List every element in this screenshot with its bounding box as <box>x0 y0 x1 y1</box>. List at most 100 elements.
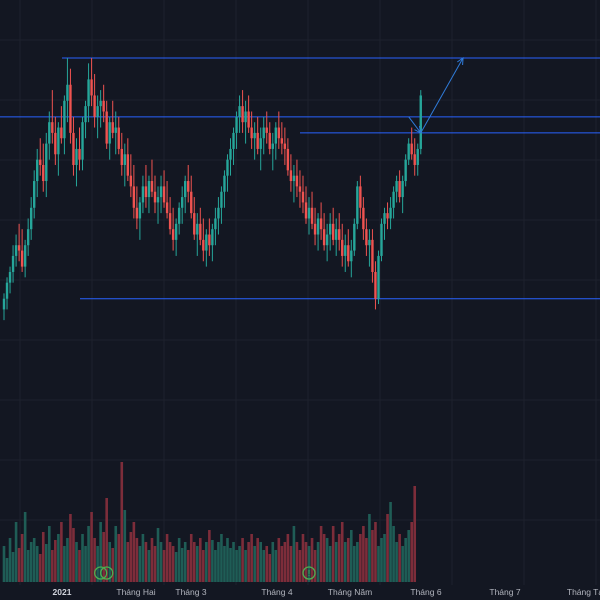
candle-body <box>274 127 277 144</box>
candle-body <box>165 202 169 214</box>
candle-body <box>72 132 75 165</box>
candles <box>2 58 422 321</box>
candle-body <box>39 159 42 165</box>
volume-bar <box>404 538 407 582</box>
volume-bar <box>32 538 36 582</box>
candle-body <box>153 191 157 203</box>
candle-body <box>126 154 130 176</box>
volume-bar <box>84 546 87 582</box>
volume-bar <box>90 512 93 582</box>
volume-bar <box>135 538 139 582</box>
volume-bar <box>180 548 184 582</box>
candle-body <box>401 181 404 198</box>
candle-body <box>292 175 296 182</box>
volume-bar <box>383 534 386 582</box>
volume-bar <box>235 550 238 582</box>
volume-bar <box>87 526 90 582</box>
volume-bar <box>211 540 214 582</box>
candle-body <box>205 234 208 251</box>
candle-body <box>295 175 299 187</box>
volume-bar <box>150 538 154 582</box>
volume-bar <box>153 546 157 582</box>
candle-body <box>353 223 356 251</box>
x-tick-label: Tháng Năm <box>328 587 372 597</box>
volume-bar <box>343 542 347 582</box>
volume-bar <box>186 550 190 582</box>
volume-bar <box>23 512 27 582</box>
candle-body <box>96 106 99 117</box>
candle-body <box>29 207 33 230</box>
volume-bar <box>310 538 314 582</box>
candle-body <box>90 79 93 96</box>
candle-body <box>147 181 151 198</box>
candle-body <box>301 191 305 203</box>
volume-bar <box>105 498 108 582</box>
candle-body <box>398 181 401 198</box>
candle-body <box>141 186 145 203</box>
volume-bar <box>214 550 217 582</box>
volume-bar <box>114 526 118 582</box>
volume-bar <box>129 532 133 582</box>
candle-body <box>280 138 284 144</box>
time-axis: 2021 Tháng Hai Tháng 3 Tháng 4 Tháng Năm Thán… <box>53 587 600 597</box>
volume-marker-circle <box>302 566 316 580</box>
candle-body <box>344 245 347 256</box>
volume-bar <box>20 534 24 582</box>
volume-bar <box>202 550 205 582</box>
volume-bar <box>96 546 99 582</box>
volume-bar <box>144 542 148 582</box>
volume-marker-circle <box>100 566 114 580</box>
candle-body <box>304 202 308 219</box>
candle-body <box>162 186 166 203</box>
candle-body <box>359 186 362 208</box>
volume-bar <box>189 534 193 582</box>
volume-bar <box>108 542 111 582</box>
grid-lines <box>0 0 600 585</box>
candle-body <box>193 213 196 235</box>
volume-bar <box>368 514 371 582</box>
candle-body <box>102 100 105 112</box>
candle-body <box>105 111 108 144</box>
volume-bar <box>301 534 305 582</box>
candle-body <box>23 245 27 267</box>
candle-body <box>413 154 416 165</box>
projection-arrow-head-up <box>457 56 464 66</box>
volume-bar <box>389 502 392 582</box>
volume-bar <box>141 534 145 582</box>
volume-bar <box>117 534 121 582</box>
x-tick-label: Tháng 4 <box>261 587 292 597</box>
volume-bar <box>156 528 160 582</box>
volume-bar <box>289 546 293 582</box>
candle-body <box>150 181 154 192</box>
volume-bar <box>162 550 166 582</box>
candle-body <box>410 143 413 155</box>
candle-body <box>371 239 374 272</box>
candle-body <box>81 122 84 160</box>
candle-body <box>256 132 259 149</box>
volume-bar <box>81 534 84 582</box>
volume-bar <box>205 542 208 582</box>
volume-bar <box>208 530 211 582</box>
candle-body <box>319 218 323 230</box>
volume-bar <box>386 514 389 582</box>
volume-bar <box>60 522 63 582</box>
candle-body <box>350 250 353 262</box>
projection-arrow-path <box>408 57 464 134</box>
volume-bar <box>359 534 362 582</box>
candle-body <box>54 132 57 155</box>
volume-bar <box>298 550 302 582</box>
volume-bar <box>256 538 259 582</box>
candle-body <box>5 282 9 299</box>
volume-bar <box>48 526 51 582</box>
volume-bar <box>111 548 115 582</box>
volume-bar <box>247 542 250 582</box>
candle-body <box>63 100 66 139</box>
candle-body <box>42 164 45 182</box>
candle-body <box>307 207 311 219</box>
volume-bar <box>126 542 130 582</box>
candle-body <box>57 127 60 155</box>
candle-body <box>241 106 244 123</box>
candle-body <box>250 127 253 139</box>
